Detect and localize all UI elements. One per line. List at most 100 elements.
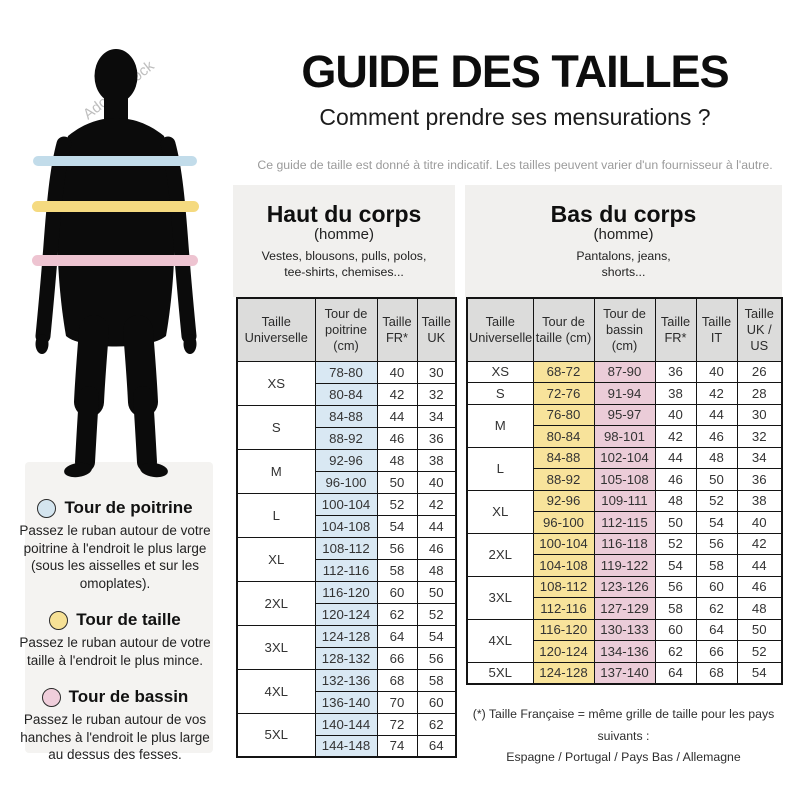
- legend-hip-title: Tour de bassin: [68, 687, 189, 707]
- value-cell: 102-104: [593, 446, 656, 469]
- waist-band: [32, 201, 199, 212]
- value-cell: 72: [376, 712, 418, 736]
- column-header: Taille FR*: [654, 297, 697, 362]
- value-cell: 140-144: [314, 712, 378, 736]
- column-header: Tour de poitrine (cm): [314, 297, 378, 362]
- upper-body-section-header: Haut du corps (homme) Vestes, blousons, …: [233, 185, 455, 297]
- legend-hip-text: Passez le ruban autour de vos hanches à …: [20, 712, 210, 763]
- size-label-cell: S: [466, 382, 534, 405]
- value-cell: 62: [654, 640, 697, 663]
- table-row: 4XL 132-136 68 58: [236, 668, 457, 714]
- value-cell: 36: [654, 360, 697, 383]
- value-cell: 112-115: [593, 511, 656, 534]
- value-cell: 48: [416, 558, 457, 582]
- value-cell: 88-92: [532, 468, 595, 491]
- value-cell: 48: [736, 597, 783, 620]
- table-row: 136-140 70 60: [237, 690, 457, 714]
- lower-body-size-table: Taille Universelle Tour de taille (cm) Tou…: [466, 297, 783, 685]
- size-label-cell: M: [466, 403, 534, 448]
- value-cell: 112-116: [532, 597, 595, 620]
- legend-waist-text: Passez le ruban autour de votre taille à…: [19, 635, 211, 668]
- value-cell: 112-116: [314, 558, 378, 582]
- value-cell: 52: [736, 640, 783, 663]
- body-shape: [35, 49, 197, 478]
- value-cell: 62: [416, 712, 457, 736]
- table-row: 96-100 50 40: [237, 470, 457, 494]
- value-cell: 100-104: [314, 492, 378, 516]
- value-cell: 84-88: [314, 404, 378, 428]
- value-cell: 108-112: [532, 575, 595, 598]
- value-cell: 52: [416, 602, 457, 626]
- value-cell: 104-108: [532, 554, 595, 577]
- value-cell: 34: [416, 404, 457, 428]
- size-label-cell: 4XL: [466, 618, 534, 663]
- value-cell: 42: [695, 382, 738, 405]
- value-cell: 40: [695, 360, 738, 383]
- size-label-cell: 5XL: [466, 661, 534, 684]
- value-cell: 42: [416, 492, 457, 516]
- value-cell: 42: [736, 532, 783, 555]
- value-cell: 124-128: [314, 624, 378, 648]
- size-label-cell: 2XL: [236, 580, 316, 626]
- value-cell: 123-126: [593, 575, 656, 598]
- value-cell: 80-84: [314, 382, 378, 406]
- value-cell: 68-72: [532, 360, 595, 383]
- value-cell: 46: [736, 575, 783, 598]
- value-cell: 144-148: [314, 734, 378, 758]
- column-header: Taille UK / US: [736, 297, 783, 362]
- size-label-cell: 4XL: [236, 668, 316, 714]
- value-cell: 98-101: [593, 425, 656, 448]
- value-cell: 44: [376, 404, 418, 428]
- value-cell: 116-118: [593, 532, 656, 555]
- upper-body-subtitle: (homme): [313, 226, 374, 243]
- value-cell: 60: [376, 580, 418, 604]
- value-cell: 52: [695, 489, 738, 512]
- lower-body-title: Bas du corps: [550, 201, 697, 227]
- value-cell: 124-128: [532, 661, 595, 684]
- value-cell: 78-80: [314, 360, 378, 384]
- waist-color-dot-icon: [49, 610, 69, 630]
- value-cell: 50: [416, 580, 457, 604]
- table-row: L 84-88 102-104 44 48 34: [466, 446, 783, 491]
- value-cell: 62: [376, 602, 418, 626]
- value-cell: 38: [654, 382, 697, 405]
- hip-color-dot-icon: [41, 687, 61, 707]
- value-cell: 68: [695, 661, 738, 684]
- value-cell: 120-124: [314, 602, 378, 626]
- value-cell: 46: [416, 536, 457, 560]
- value-cell: 137-140: [593, 661, 656, 684]
- size-label-cell: XL: [466, 489, 534, 534]
- value-cell: 32: [416, 382, 457, 406]
- main-column: GUIDE DES TAILLES Comment prendre ses me…: [230, 0, 800, 800]
- value-cell: 54: [376, 514, 418, 538]
- value-cell: 120-124: [532, 640, 595, 663]
- table-row: 3XL 124-128 64 54: [236, 624, 457, 670]
- value-cell: 105-108: [593, 468, 656, 491]
- table-row: 104-108 54 44: [237, 514, 457, 538]
- value-cell: 54: [654, 554, 697, 577]
- value-cell: 54: [416, 624, 457, 648]
- value-cell: 92-96: [314, 448, 378, 472]
- value-cell: 44: [416, 514, 457, 538]
- value-cell: 52: [376, 492, 418, 516]
- table-row: 2XL 116-120 60 50: [236, 580, 457, 626]
- footnote: (*) Taille Française = même grille de ta…: [466, 704, 781, 769]
- value-cell: 80-84: [532, 425, 595, 448]
- value-cell: 84-88: [532, 446, 595, 469]
- value-cell: 130-133: [593, 618, 656, 641]
- value-cell: 56: [695, 532, 738, 555]
- size-label-cell: 5XL: [236, 712, 316, 758]
- table-row: XS 68-72 87-90 36 40 26: [466, 360, 783, 383]
- value-cell: 136-140: [314, 690, 378, 714]
- table-row: 5XL 140-144 72 62: [236, 712, 457, 758]
- value-cell: 100-104: [532, 532, 595, 555]
- value-cell: 54: [736, 661, 783, 684]
- value-cell: 40: [376, 360, 418, 384]
- value-cell: 44: [695, 403, 738, 426]
- value-cell: 64: [695, 618, 738, 641]
- size-label-cell: XL: [236, 536, 316, 582]
- size-label-cell: 2XL: [466, 532, 534, 577]
- table-row: 88-92 105-108 46 50 36: [467, 468, 783, 491]
- table-row: 3XL 108-112 123-126 56 60 46: [466, 575, 783, 620]
- legend-list: Tour de poitrine Passez le ruban autour …: [0, 490, 230, 764]
